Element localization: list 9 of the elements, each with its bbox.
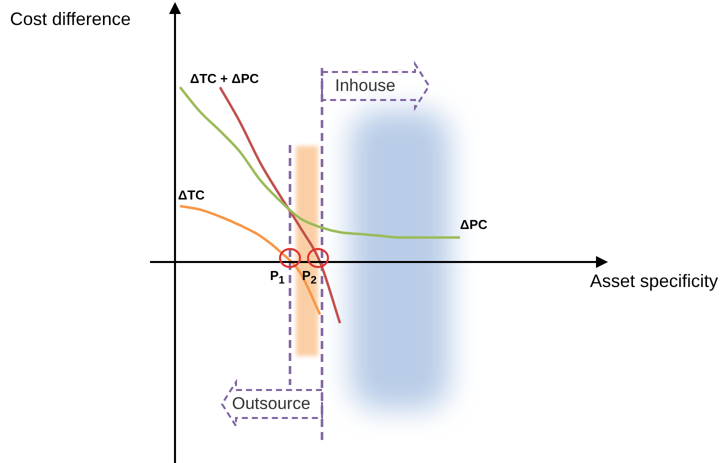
series-label: ΔTC	[178, 188, 206, 203]
series-label: ΔTC + ΔPC	[190, 70, 260, 86]
y-axis-title: Cost difference	[10, 8, 131, 29]
annotation: P$_{2}$	[302, 268, 317, 287]
text: Outsource	[232, 394, 310, 414]
series-label: ΔPC	[460, 217, 488, 232]
annotation: P$_{1}$	[270, 268, 285, 287]
annotation: Inhouse	[335, 76, 396, 96]
x-axis-title: Asset specificity	[590, 270, 718, 291]
